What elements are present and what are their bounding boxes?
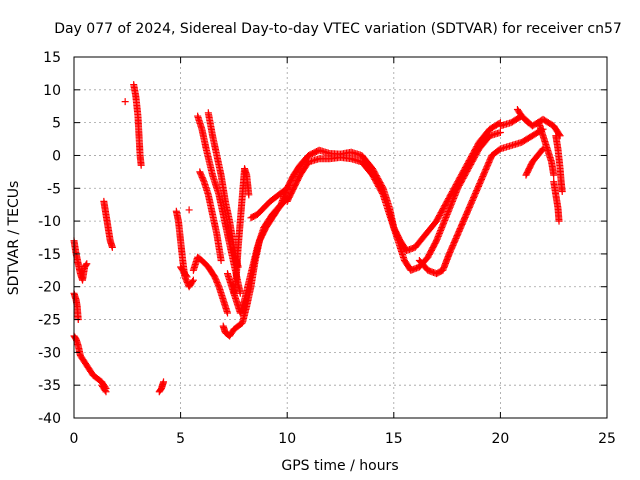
x-tick-label: 5	[176, 431, 185, 447]
data-point	[496, 128, 504, 136]
x-axis-label: GPS time / hours	[281, 458, 398, 474]
y-tick-label: 15	[43, 50, 61, 66]
data-point	[101, 386, 109, 394]
x-tick-label: 0	[70, 431, 79, 447]
data-point	[183, 273, 191, 281]
data-point	[121, 98, 129, 106]
data-point	[217, 256, 225, 264]
data-point	[224, 309, 232, 317]
plot-frame	[73, 56, 608, 419]
data-point	[245, 191, 253, 199]
data-point	[185, 206, 193, 214]
data-point	[108, 243, 116, 251]
y-tick-label: -40	[38, 411, 61, 427]
data-point	[555, 217, 563, 225]
y-tick-label: -25	[38, 313, 61, 329]
y-tick-label: -10	[38, 214, 61, 230]
data-point	[137, 161, 145, 169]
y-tick-label: -20	[38, 280, 61, 296]
y-tick-label: -35	[38, 378, 61, 394]
y-tick-label: 5	[52, 116, 61, 132]
axis-ticks	[73, 56, 608, 419]
data-point	[189, 277, 197, 285]
data-point	[102, 388, 110, 396]
x-tick-label: 15	[385, 431, 403, 447]
data-point	[550, 171, 558, 179]
y-tick-label: -5	[47, 181, 61, 197]
x-tick-label: 25	[598, 431, 616, 447]
y-tick-label: -15	[38, 247, 61, 263]
data-marks	[70, 81, 566, 396]
y-tick-label: -30	[38, 345, 61, 361]
data-point	[558, 188, 566, 196]
data-point	[182, 272, 190, 280]
data-point	[83, 260, 91, 268]
chart-title: Day 077 of 2024, Sidereal Day-to-day VTE…	[54, 21, 622, 37]
x-tick-label: 20	[491, 431, 509, 447]
y-tick-labels: -40 -35 -30 -25 -20 -15 -10 -5 0 5 10 15	[38, 50, 61, 427]
data-point	[524, 119, 532, 127]
y-axis-label: SDTVAR / TECUs	[6, 181, 22, 296]
y-tick-label: 10	[43, 83, 61, 99]
y-tick-label: 0	[52, 148, 61, 164]
x-tick-labels: 0 5 10 15 20 25	[70, 431, 616, 447]
data-point	[523, 118, 531, 126]
data-point	[82, 261, 90, 269]
data-point	[160, 378, 168, 386]
data-point	[189, 276, 197, 284]
x-tick-label: 10	[278, 431, 296, 447]
